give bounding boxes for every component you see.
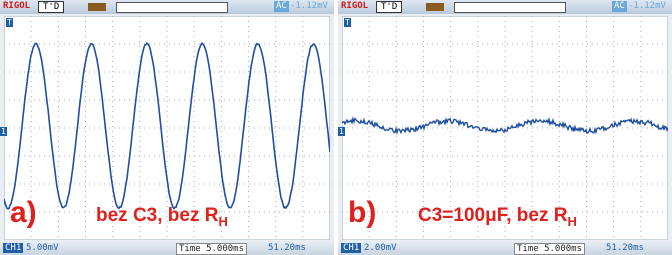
memory-icon <box>88 3 106 11</box>
offset: 51.20ms <box>268 243 306 253</box>
overview <box>454 2 566 13</box>
volts-div: 2.00mV <box>364 243 397 253</box>
trigger-state: T'D <box>38 1 64 13</box>
timebase: Time 5.000ms <box>514 243 585 255</box>
status-bar-bottom: CH1 5.00mV Time 5.000ms 51.20ms <box>0 241 334 255</box>
coupling: AC <box>612 1 627 12</box>
overview <box>116 2 228 13</box>
trigger-marker: T <box>344 18 351 27</box>
offset: 51.20ms <box>606 243 644 253</box>
trigger-state: T'D <box>376 1 402 13</box>
channel-marker: 1 <box>0 127 7 136</box>
scope-panel: RIGOL T'D AC -1.12mV T 1 b) C3=100μF, be… <box>338 0 672 255</box>
channel-marker: 1 <box>338 127 345 136</box>
memory-icon <box>426 3 444 11</box>
status-bar-bottom: CH1 2.00mV Time 5.000ms 51.20ms <box>338 241 672 255</box>
panel-label: b) <box>348 196 376 230</box>
trigger-level: -1.12mV <box>290 1 328 11</box>
brand: RIGOL <box>341 1 368 11</box>
caption: bez C3, bez RH <box>96 205 228 229</box>
volts-div: 5.00mV <box>26 243 59 253</box>
brand: RIGOL <box>3 1 30 11</box>
scope-panel: RIGOL T'D AC -1.12mV T 1 a) bez C3, bez … <box>0 0 334 255</box>
caption-text: C3=100μF, bez R <box>418 205 567 226</box>
channel: CH1 <box>3 243 23 253</box>
caption: C3=100μF, bez RH <box>418 205 577 229</box>
panel-label: a) <box>10 196 37 230</box>
page: RIGOL T'D AC -1.12mV T 1 a) bez C3, bez … <box>0 0 672 255</box>
caption-text: bez C3, bez R <box>96 205 218 226</box>
timebase: Time 5.000ms <box>176 243 247 255</box>
trigger-marker: T <box>6 18 13 27</box>
caption-sub: H <box>567 214 576 229</box>
channel: CH1 <box>341 243 361 253</box>
status-bar-top: RIGOL T'D AC -1.12mV <box>338 0 672 14</box>
coupling: AC <box>274 1 289 12</box>
caption-sub: H <box>218 214 227 229</box>
status-bar-top: RIGOL T'D AC -1.12mV <box>0 0 334 14</box>
trigger-level: -1.12mV <box>628 1 666 11</box>
